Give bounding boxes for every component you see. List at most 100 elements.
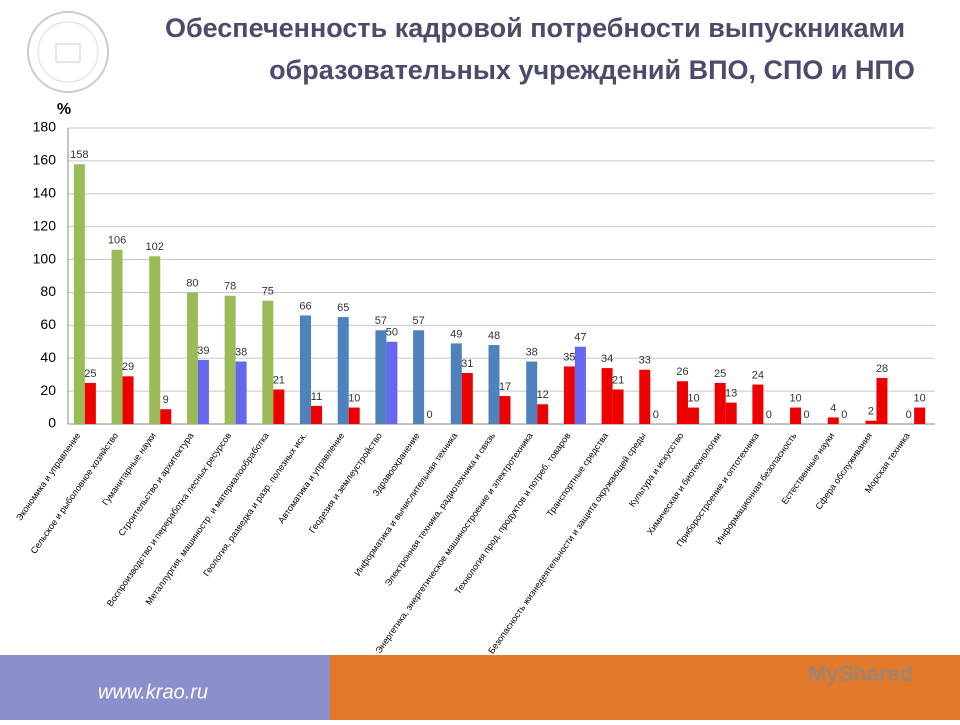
- x-tick-label: Автоматика и управление: [276, 431, 346, 525]
- value-label: 0: [906, 409, 912, 421]
- value-label: 0: [766, 409, 772, 421]
- value-label: 31: [461, 358, 473, 370]
- y-tick-label: 180: [33, 119, 57, 135]
- bar: [687, 407, 699, 424]
- x-tick-label: Экономика и управление: [14, 431, 82, 523]
- bar: [790, 407, 802, 424]
- value-label: 57: [375, 315, 387, 327]
- bar: [676, 381, 688, 424]
- bar: [386, 341, 398, 424]
- bar: [186, 292, 198, 424]
- bar: [601, 368, 613, 424]
- value-label: 25: [84, 368, 96, 380]
- value-label: 38: [526, 346, 538, 358]
- bar: [865, 420, 877, 424]
- value-label: 4: [830, 402, 836, 414]
- footer-site: www.krao.ru: [98, 681, 208, 703]
- bar: [725, 402, 737, 424]
- bar: [914, 407, 926, 424]
- y-tick-label: 160: [33, 152, 57, 168]
- bar: [375, 330, 387, 424]
- bar: [537, 404, 549, 424]
- bar: [563, 366, 575, 424]
- bar: [73, 164, 85, 424]
- bar: [876, 377, 888, 424]
- value-label: 57: [412, 315, 424, 327]
- value-label: 9: [163, 394, 169, 406]
- value-label: 47: [574, 332, 586, 344]
- value-label: 21: [612, 374, 624, 386]
- value-label: 29: [122, 361, 134, 373]
- x-tick-label: Информационная безопасность: [714, 431, 799, 547]
- value-label: 78: [224, 281, 236, 293]
- bar: [450, 343, 462, 424]
- logo: [27, 11, 109, 93]
- value-label: 28: [876, 363, 888, 375]
- bar: [348, 407, 360, 424]
- bar: [262, 300, 274, 424]
- value-label: 39: [197, 345, 209, 357]
- x-tick-label: Строительство и архитектура: [116, 431, 195, 538]
- y-tick-label: 40: [40, 349, 56, 365]
- bar: [149, 256, 161, 424]
- y-tick-label: 60: [40, 316, 56, 332]
- bar: [235, 361, 247, 424]
- bar: [461, 373, 473, 424]
- value-label: 11: [311, 391, 322, 403]
- value-label: 2: [868, 406, 874, 418]
- bar: [337, 317, 349, 424]
- x-tick-label: Геодезия и землеустройство: [307, 431, 384, 535]
- bar: [827, 417, 839, 424]
- title: образовательных учреждений ВПО, СПО и НП…: [269, 55, 915, 85]
- value-label: 158: [70, 149, 88, 161]
- y-axis-label: %: [57, 101, 71, 118]
- value-label: 0: [841, 409, 847, 421]
- watermark: MyShared: [808, 661, 913, 686]
- value-label: 38: [235, 346, 247, 358]
- value-label: 10: [348, 392, 360, 404]
- bar: [84, 382, 96, 424]
- footer: [0, 655, 960, 720]
- bar: [160, 409, 172, 424]
- value-label: 34: [601, 353, 613, 365]
- bar: [714, 382, 726, 424]
- value-label: 35: [563, 351, 575, 363]
- value-label: 10: [914, 392, 926, 404]
- y-tick-label: 140: [33, 184, 57, 200]
- value-label: 65: [337, 302, 349, 314]
- bar: [300, 315, 312, 424]
- value-label: 17: [499, 381, 511, 393]
- value-label: 24: [752, 369, 764, 381]
- bar: [526, 361, 538, 424]
- value-label: 13: [725, 388, 737, 400]
- bar: [612, 389, 624, 424]
- value-label: 12: [537, 389, 549, 401]
- x-tick-label: Приборостроение и оптотехника: [674, 431, 761, 549]
- bar: [574, 346, 586, 424]
- bar: [111, 249, 123, 424]
- y-tick-label: 100: [33, 250, 57, 266]
- bar: [273, 389, 285, 424]
- bar: [122, 376, 134, 424]
- value-label: 75: [262, 286, 274, 298]
- bar: [413, 330, 425, 424]
- x-tick-label: Химическая и биотехнологии: [645, 431, 723, 537]
- bar: [499, 396, 511, 424]
- value-label: 102: [146, 241, 164, 253]
- value-label: 25: [714, 368, 726, 380]
- bar: [488, 345, 500, 424]
- value-label: 26: [676, 366, 688, 378]
- title: Обеспеченность кадровой потребности выпу…: [165, 13, 905, 43]
- value-label: 33: [639, 355, 651, 367]
- value-label: 80: [186, 277, 198, 289]
- y-tick-label: 80: [40, 283, 56, 299]
- bar: [197, 359, 209, 424]
- value-label: 106: [108, 235, 126, 247]
- value-label: 10: [687, 392, 699, 404]
- value-label: 0: [653, 409, 659, 421]
- value-label: 21: [273, 374, 285, 386]
- value-label: 48: [488, 330, 500, 342]
- bar: [752, 384, 764, 424]
